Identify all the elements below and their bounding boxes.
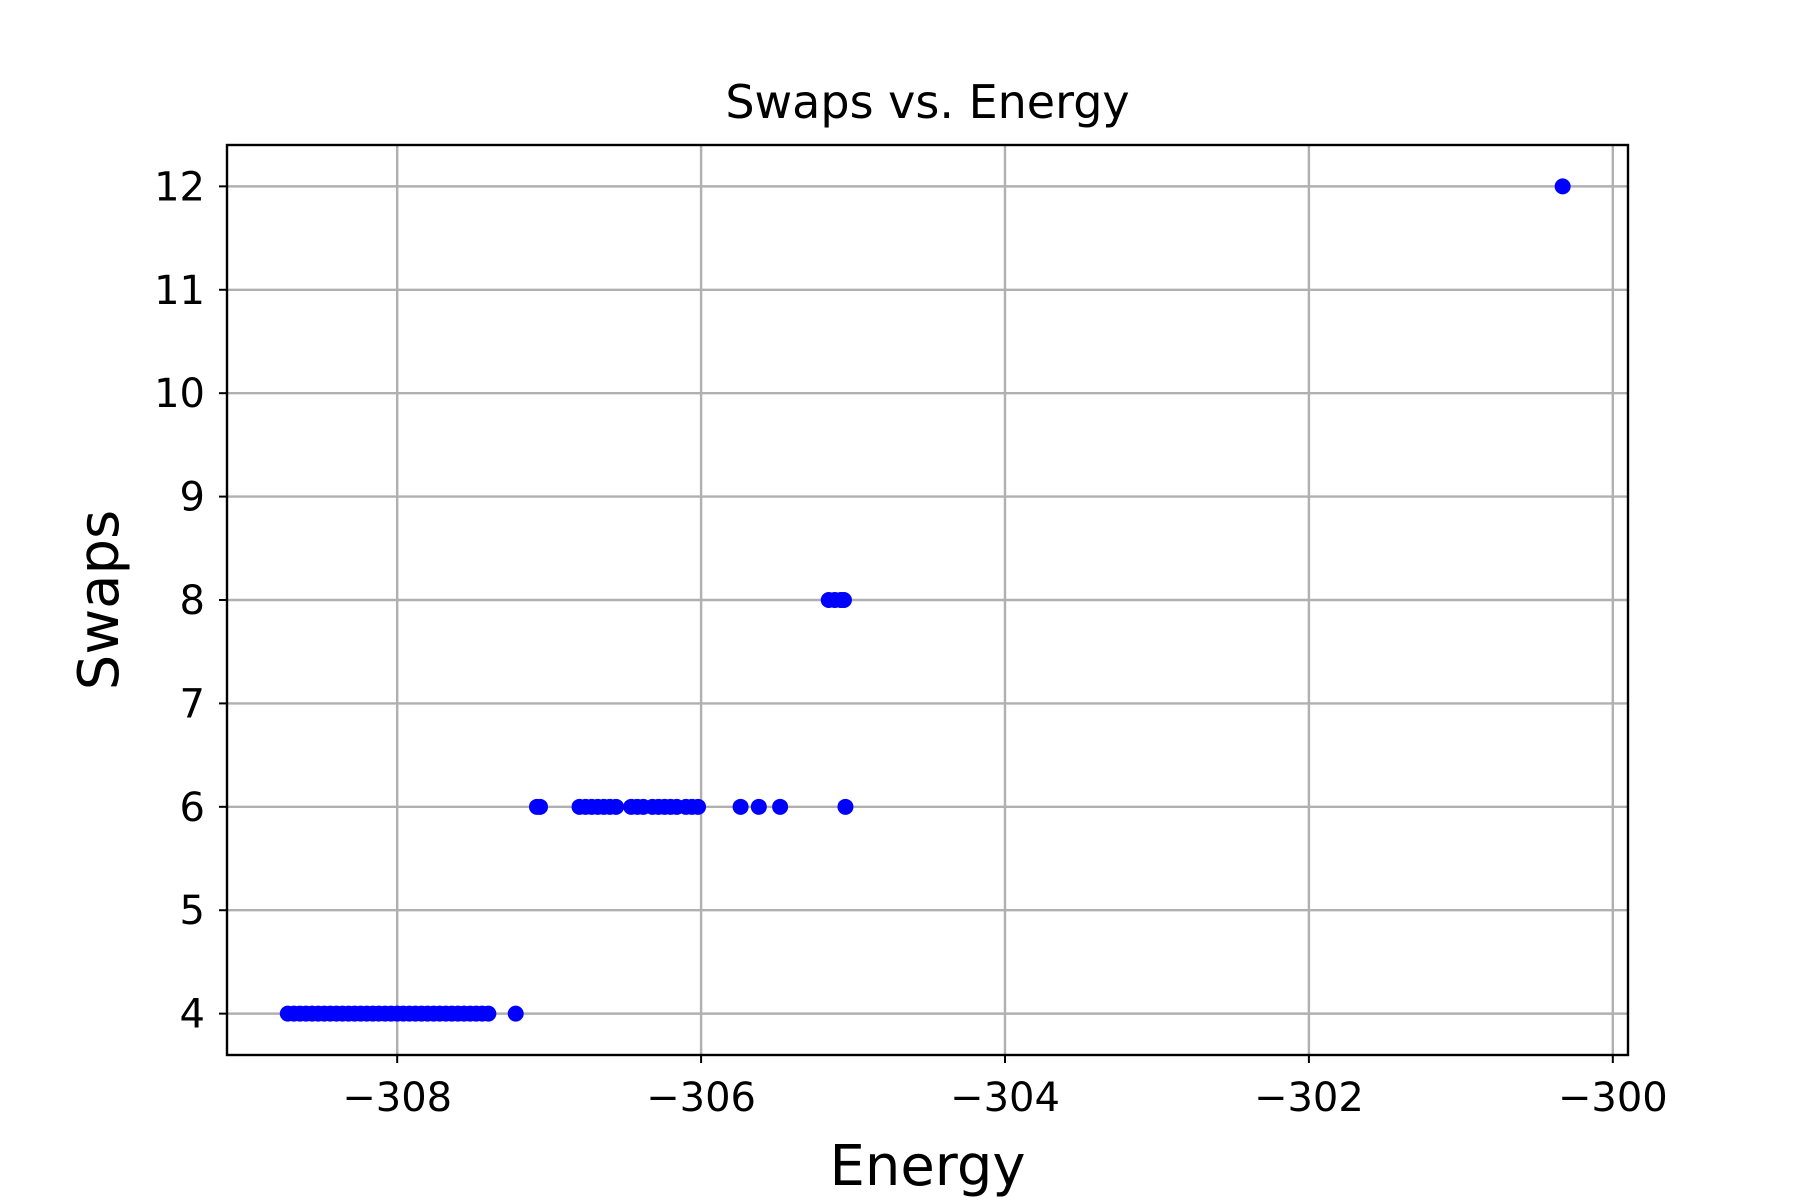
data-point [480,1005,497,1022]
data-point [532,798,549,815]
x-tick-label: −306 [646,1075,756,1121]
data-point [690,798,707,815]
points-layer [279,178,1571,1022]
y-axis-label: Swaps [67,510,132,690]
data-point [1554,178,1571,195]
grid-layer [227,145,1628,1055]
data-point [772,798,789,815]
y-tick-label: 5 [180,888,205,934]
y-tick-label: 11 [154,268,205,314]
y-tick-label: 9 [180,475,205,521]
y-tick-label: 10 [154,371,205,417]
x-axis-label: Energy [829,1134,1025,1199]
data-point [507,1005,524,1022]
data-point [732,798,749,815]
x-tick-label: −300 [1558,1075,1668,1121]
y-tick-label: 12 [154,164,205,210]
y-tick-label: 4 [180,992,205,1038]
x-tick-label: −304 [950,1075,1060,1121]
y-tick-label: 8 [180,578,205,624]
data-point [750,798,767,815]
data-point [837,798,854,815]
data-point [835,592,852,608]
y-tick-label: 7 [180,681,205,727]
x-tick-label: −308 [342,1075,452,1121]
ticks-layer: −308 −306 −304 −302 −300 4 5 6 7 8 9 10 11 12 [154,164,1668,1121]
x-tick-label: −302 [1254,1075,1364,1121]
y-tick-label: 6 [180,785,205,831]
data-point [607,798,624,815]
chart-title: Swaps vs. Energy [725,75,1129,129]
